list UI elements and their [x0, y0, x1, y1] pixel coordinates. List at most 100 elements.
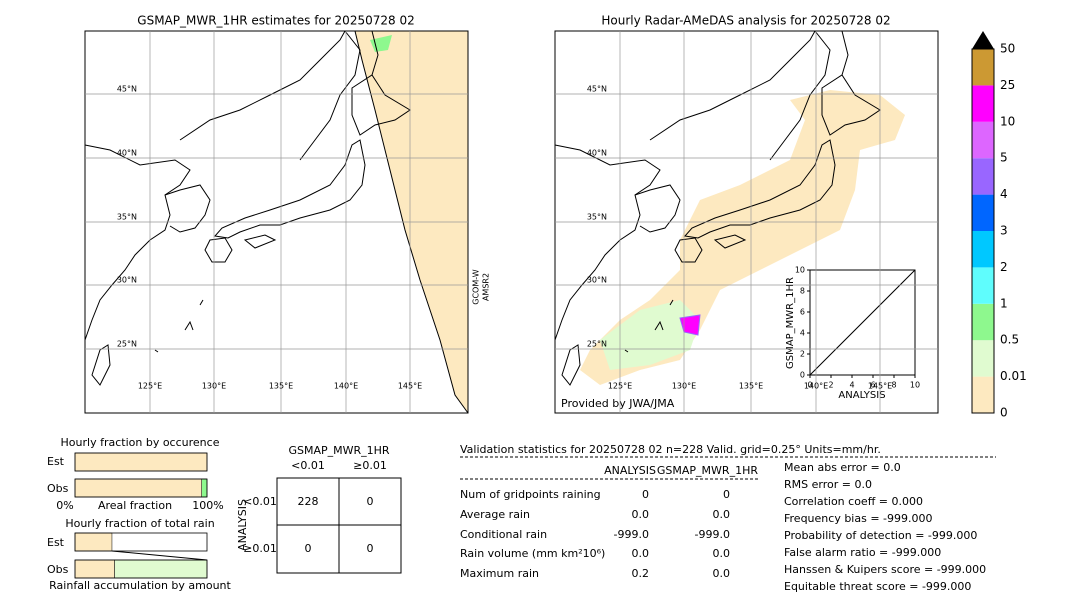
value: 0.2 — [632, 567, 650, 580]
value: 0.0 — [632, 508, 650, 521]
score: Correlation coeff = 0.000 — [784, 495, 923, 508]
row-header: ≥0.01 — [243, 542, 277, 555]
fraction-bar — [201, 478, 208, 498]
lat-label: 30°N — [587, 276, 607, 285]
fraction-bar — [114, 559, 208, 579]
lat-label: 40°N — [587, 149, 607, 158]
colorbar-label: 0 — [1000, 406, 1008, 420]
lat-label: 30°N — [117, 276, 137, 285]
lat-label: 25°N — [587, 340, 607, 349]
x-tick-label: 4 — [849, 381, 854, 390]
lat-label: 35°N — [117, 213, 137, 222]
colorbar-segment — [972, 194, 994, 231]
lon-label: 145°E — [398, 382, 422, 391]
score: False alarm ratio = -999.000 — [784, 546, 941, 559]
value: 0.0 — [713, 508, 731, 521]
y-tick-label: 4 — [800, 329, 805, 338]
value: 0 — [723, 488, 730, 501]
inset-xlabel: ANALYSIS — [838, 390, 885, 401]
colorbar-label: 3 — [1000, 224, 1008, 238]
connector — [111, 550, 208, 561]
y-tick-label: 8 — [800, 287, 805, 296]
axis-label: 0% — [56, 499, 73, 512]
score: Equitable threat score = -999.000 — [784, 580, 971, 593]
colorbar-label: 0.01 — [1000, 369, 1027, 383]
y-tick-label: 2 — [800, 350, 805, 359]
bar-frame — [74, 559, 208, 579]
lon-label: 140°E — [334, 382, 358, 391]
rain-area — [370, 35, 392, 52]
inset-ylabel: GSMAP_MWR_1HR — [785, 277, 796, 369]
x-tick-label: 2 — [828, 381, 833, 390]
rain-area — [600, 300, 700, 370]
colorbar-label: 1 — [1000, 296, 1008, 310]
swath-label: GCOM-W — [472, 269, 481, 305]
fraction-bar — [74, 452, 208, 472]
value: 0.0 — [713, 547, 731, 560]
colorbar-frame — [971, 48, 995, 414]
right-map — [554, 30, 905, 386]
row-label: Rain volume (mm km²10⁶) — [460, 547, 605, 560]
colorbar-segment — [972, 49, 994, 86]
stats-header: Validation statistics for 20250728 02 n=… — [460, 443, 881, 456]
colorbar-segment — [972, 231, 994, 268]
colorbar-label: 0.5 — [1000, 333, 1019, 347]
y-tick-label: 10 — [795, 266, 805, 275]
bar-frame — [74, 452, 208, 472]
lon-label: 135°E — [269, 382, 293, 391]
colorbar-segment — [972, 121, 994, 159]
x-tick-label: 0 — [807, 381, 812, 390]
row-header: <0.01 — [243, 495, 277, 508]
axis-label: 100% — [192, 499, 223, 512]
colorbar-label: 25 — [1000, 78, 1015, 92]
panel-footer: Rainfall accumulation by amount — [49, 579, 231, 592]
score: Mean abs error = 0.0 — [784, 461, 901, 474]
colorbar-extend — [972, 31, 994, 49]
x-tick-label: 10 — [910, 381, 920, 390]
y-tick-label: 6 — [800, 308, 805, 317]
x-tick-label: 8 — [891, 381, 896, 390]
colorbar-label: 5 — [1000, 151, 1008, 165]
row-label: Average rain — [460, 508, 530, 521]
score: Frequency bias = -999.000 — [784, 512, 933, 525]
row-label: Obs — [47, 563, 69, 576]
row-label: Obs — [47, 482, 69, 495]
credit: Provided by JWA/JMA — [561, 397, 675, 410]
colorbar-segment — [972, 158, 994, 195]
lon-label: 140°E — [804, 382, 828, 391]
cell: 228 — [298, 495, 319, 508]
lon-label: 145°E — [868, 382, 892, 391]
col-header: ≥0.01 — [353, 459, 387, 472]
row-label: Conditional rain — [460, 528, 547, 541]
row-label: Num of gridpoints raining — [460, 488, 601, 501]
colorbar-segment — [972, 303, 994, 341]
lon-label: 125°E — [138, 382, 162, 391]
row-label: Est — [47, 455, 65, 468]
colorbar-segment — [972, 85, 994, 122]
lat-label: 35°N — [587, 213, 607, 222]
bar-frame — [74, 532, 208, 552]
map-title: GSMAP_MWR_1HR estimates for 20250728 02 — [137, 14, 414, 28]
cell: 0 — [305, 542, 312, 555]
rain-area — [679, 314, 701, 336]
y-tick-label: 0 — [800, 371, 805, 380]
lat-label: 25°N — [117, 340, 137, 349]
colorbar-label: 2 — [1000, 260, 1008, 274]
lon-label: 130°E — [672, 382, 696, 391]
row-label: Maximum rain — [460, 567, 539, 580]
colorbar-segment — [972, 340, 994, 377]
value: 0.0 — [632, 547, 650, 560]
score: Hanssen & Kuipers score = -999.000 — [784, 563, 986, 576]
cell: 0 — [367, 542, 374, 555]
axis-label: Areal fraction — [98, 499, 172, 512]
lat-label: 45°N — [117, 85, 137, 94]
bar-frame — [74, 478, 208, 498]
row-title: ANALYSIS — [236, 499, 249, 551]
lat-label: 40°N — [117, 149, 137, 158]
fraction-bar — [74, 478, 202, 498]
value: -999.0 — [695, 528, 730, 541]
score: Probability of detection = -999.000 — [784, 529, 977, 542]
swath-label: AMSR2 — [482, 273, 491, 301]
lon-label: 130°E — [202, 382, 226, 391]
